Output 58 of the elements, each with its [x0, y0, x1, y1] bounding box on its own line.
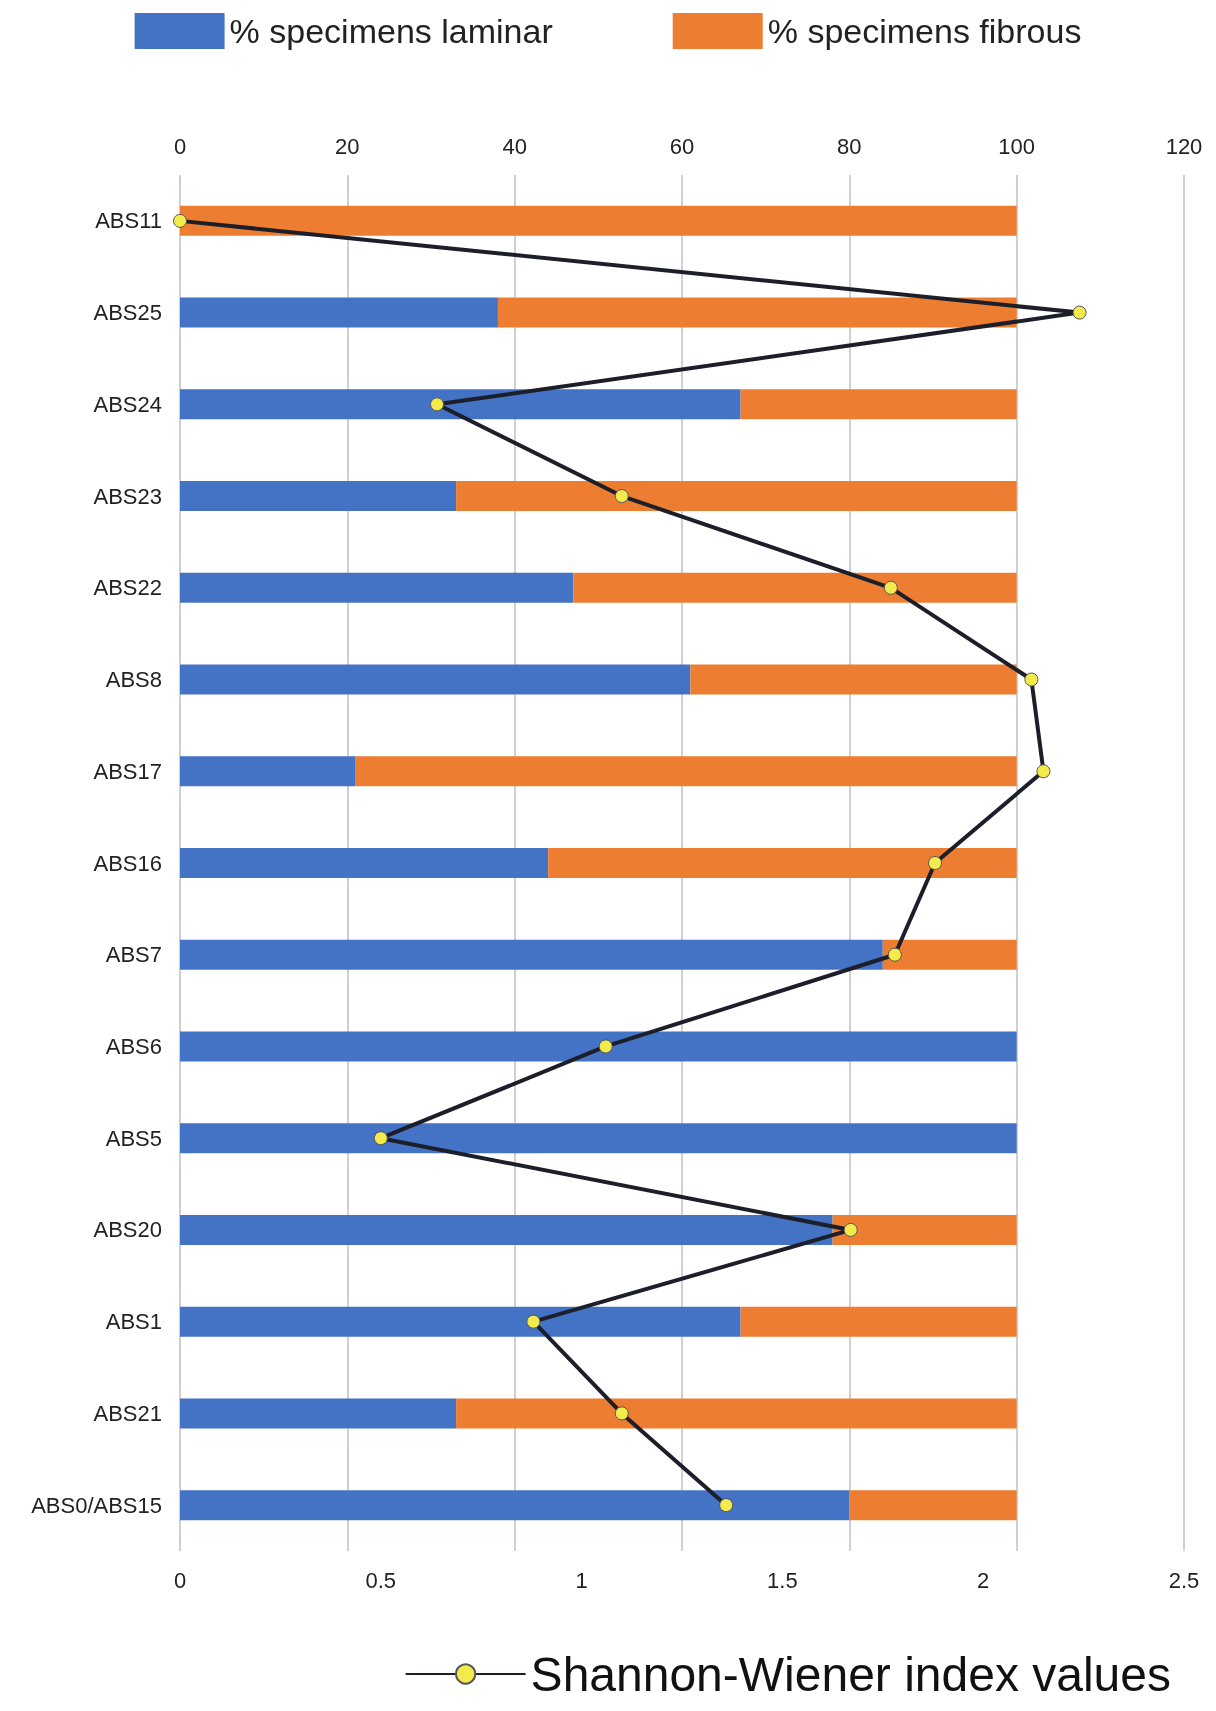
- x-tick-label: 0: [173, 133, 187, 159]
- y-tick-label: ABS0/ABS15: [31, 1492, 162, 1518]
- bar: [548, 848, 1017, 878]
- x-tick-label: 80: [837, 133, 862, 159]
- bar: [180, 848, 549, 878]
- bar: [180, 297, 498, 328]
- y-tick-label: ABS8: [105, 667, 162, 693]
- bar: [497, 297, 1017, 328]
- x2-tick-label: 0.5: [365, 1567, 397, 1593]
- x-tick-label: 40: [502, 133, 527, 159]
- y-tick-label: ABS20: [93, 1217, 162, 1243]
- y-tick-label: ABS5: [105, 1125, 162, 1151]
- bar: [456, 1398, 1017, 1429]
- legend-label: Shannon-Wiener index values: [530, 1647, 1172, 1701]
- bar: [180, 1490, 850, 1521]
- bar: [573, 572, 1017, 603]
- bar: [180, 1214, 833, 1245]
- bar: [456, 481, 1017, 512]
- bar: [740, 1306, 1017, 1337]
- y-tick-label: ABS6: [105, 1033, 162, 1059]
- bar: [690, 664, 1017, 695]
- y-tick-label: ABS25: [93, 300, 162, 326]
- bar: [180, 1031, 1017, 1062]
- legend-label: % specimens fibrous: [767, 12, 1082, 50]
- y-tick-label: ABS22: [93, 575, 162, 601]
- bar: [180, 572, 574, 603]
- bar: [740, 389, 1017, 420]
- y-tick-label: ABS21: [93, 1400, 162, 1426]
- y-tick-label: ABS7: [105, 942, 162, 968]
- x-tick-label: 60: [669, 133, 695, 159]
- x2-tick-label: 0: [173, 1567, 187, 1593]
- x2-tick-label: 1.5: [767, 1567, 798, 1593]
- y-tick-label: ABS24: [93, 391, 162, 417]
- bar: [832, 1214, 1017, 1245]
- x2-tick-label: 1: [575, 1567, 588, 1593]
- x2-tick-label: 2: [977, 1567, 990, 1593]
- legend-label: % specimens laminar: [229, 12, 553, 50]
- bar: [180, 1123, 1017, 1154]
- x-tick-label: 100: [998, 133, 1036, 159]
- y-tick-label: ABS23: [93, 483, 162, 509]
- x-tick-label: 120: [1165, 133, 1203, 159]
- bar: [180, 389, 741, 420]
- bar: [882, 939, 1017, 970]
- bar: [180, 756, 356, 787]
- x-tick-label: 20: [335, 133, 360, 159]
- bar: [180, 1306, 741, 1337]
- bar: [180, 205, 1017, 236]
- bar: [180, 1398, 457, 1429]
- bar: [180, 481, 457, 512]
- y-tick-label: ABS1: [105, 1309, 162, 1335]
- y-tick-label: ABS16: [93, 850, 162, 876]
- bar: [180, 939, 883, 970]
- x2-tick-label: 2.5: [1168, 1567, 1200, 1593]
- y-tick-label: ABS11: [95, 208, 162, 234]
- bar: [849, 1490, 1017, 1521]
- bar: [355, 756, 1017, 787]
- y-tick-label: ABS17: [93, 758, 162, 784]
- bar: [180, 664, 691, 695]
